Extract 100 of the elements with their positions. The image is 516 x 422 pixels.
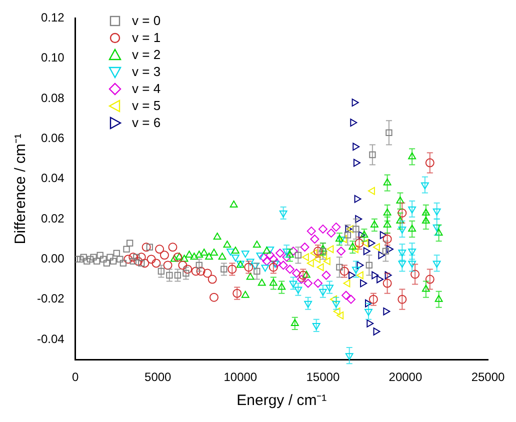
point — [313, 278, 322, 288]
point — [285, 264, 294, 274]
point — [353, 158, 360, 167]
point — [384, 271, 392, 280]
point — [370, 220, 378, 228]
point — [110, 258, 117, 265]
point — [434, 294, 443, 302]
point — [361, 239, 368, 248]
point — [364, 308, 372, 316]
point — [368, 239, 376, 248]
point — [332, 300, 340, 308]
point — [354, 194, 362, 203]
point — [269, 278, 278, 286]
point — [210, 292, 218, 302]
point — [326, 228, 336, 238]
point — [190, 252, 198, 260]
legend-label: v = 2 — [132, 46, 161, 63]
point — [386, 129, 392, 136]
point — [352, 266, 360, 274]
point — [208, 274, 217, 284]
y-tick-label: 0.04 — [40, 171, 65, 186]
point — [262, 256, 272, 266]
point — [278, 260, 288, 270]
point — [80, 254, 87, 261]
point — [408, 224, 416, 232]
point — [230, 200, 238, 208]
point — [168, 242, 178, 252]
point — [352, 226, 360, 232]
point — [356, 271, 364, 280]
point — [96, 252, 104, 258]
point — [133, 254, 140, 261]
point — [348, 271, 356, 280]
point — [434, 228, 443, 236]
y-tick-label: 0.02 — [40, 211, 65, 226]
point — [326, 245, 334, 254]
point — [210, 248, 218, 256]
point — [163, 260, 172, 270]
point — [268, 262, 278, 272]
point — [369, 151, 376, 158]
point — [352, 142, 360, 151]
point — [408, 206, 416, 214]
point — [316, 263, 324, 272]
y-tick-label: -0.04 — [36, 332, 65, 346]
point — [174, 272, 182, 279]
point — [282, 248, 291, 256]
point — [266, 250, 275, 260]
point — [343, 279, 350, 288]
point — [261, 264, 270, 272]
point — [86, 256, 94, 263]
point — [183, 264, 192, 274]
point — [382, 278, 392, 288]
point — [166, 272, 173, 279]
x-axis-title: Energy / cm⁻¹ — [236, 392, 327, 410]
point — [262, 246, 271, 254]
point — [313, 246, 322, 256]
point — [355, 215, 362, 223]
point — [246, 258, 254, 266]
point — [244, 262, 254, 272]
point — [382, 248, 389, 254]
point — [296, 274, 306, 284]
point — [218, 252, 226, 260]
point — [318, 288, 327, 296]
point — [335, 234, 344, 242]
point — [408, 248, 416, 256]
point — [191, 266, 200, 276]
point — [279, 210, 288, 218]
point — [351, 245, 358, 254]
point — [220, 266, 228, 273]
point — [231, 246, 240, 254]
point — [116, 256, 124, 263]
x-tick-label: 10000 — [224, 370, 258, 384]
point — [420, 182, 429, 190]
point — [292, 268, 302, 278]
point — [332, 222, 341, 232]
point — [322, 270, 331, 280]
point — [326, 284, 334, 292]
point — [152, 258, 161, 268]
point — [336, 311, 344, 320]
point — [290, 318, 299, 326]
point — [223, 240, 232, 248]
point — [360, 230, 368, 238]
point — [398, 294, 407, 304]
point — [300, 242, 310, 252]
point — [256, 252, 264, 260]
point — [320, 251, 328, 260]
legend-label: v = 5 — [132, 97, 161, 114]
point — [180, 254, 188, 262]
point — [380, 231, 387, 240]
point — [196, 262, 202, 269]
point — [146, 254, 156, 264]
point — [298, 270, 308, 280]
point — [425, 274, 434, 284]
point — [182, 270, 190, 277]
point — [350, 118, 358, 127]
point — [318, 244, 327, 252]
point — [432, 260, 441, 268]
point — [422, 216, 430, 224]
point — [358, 231, 366, 240]
point — [354, 238, 364, 248]
point — [251, 262, 260, 270]
